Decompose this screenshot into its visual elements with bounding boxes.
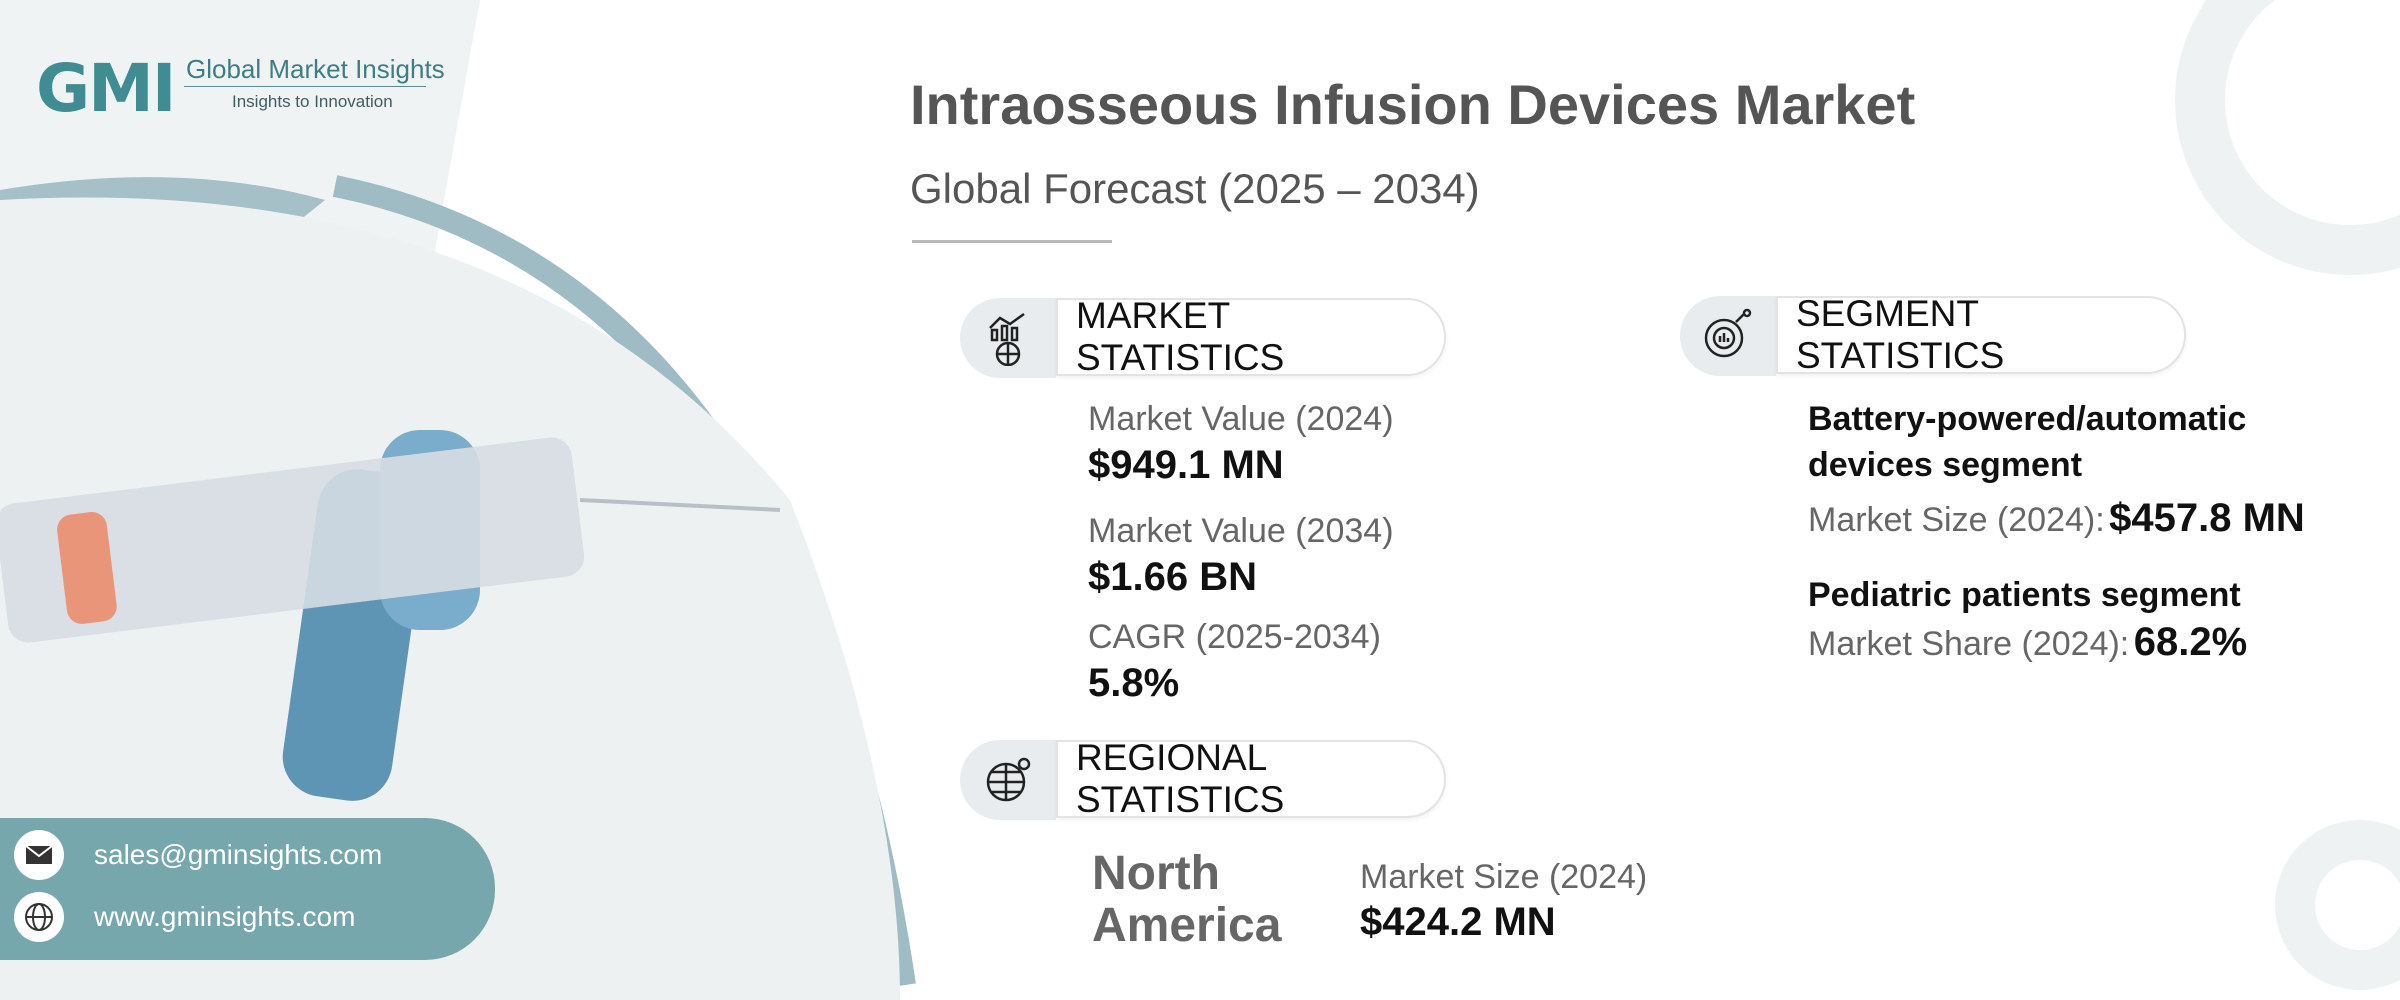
region-market-size-label: Market Size (2024)	[1360, 858, 1648, 896]
contact-email-row: sales@gminsights.com	[14, 830, 382, 880]
cagr-value: 5.8%	[1088, 661, 1180, 705]
syringe-image	[0, 430, 781, 801]
contact-email[interactable]: sales@gminsights.com	[94, 839, 383, 870]
title-underline	[912, 240, 1112, 243]
region-market-size: $424.2 MN	[1360, 900, 1556, 944]
contact-website[interactable]: www.gminsights.com	[94, 901, 356, 932]
logo-divider	[184, 86, 426, 87]
segment-pediatric-label: Market Share (2024):	[1808, 625, 2130, 663]
segment-battery-label: Market Size (2024):	[1808, 501, 2105, 539]
segment-statistics-heading: SEGMENT STATISTICS	[1776, 293, 2186, 376]
page-title: Intraosseous Infusion Devices Market	[910, 73, 1916, 136]
contact-panel: sales@gminsights.com www.gminsights.com	[0, 818, 495, 960]
market-value-2034-label: Market Value (2034)	[1088, 512, 1394, 550]
chart-globe-icon	[960, 298, 1056, 378]
segment-battery-value: $457.8 MN	[2109, 496, 2305, 540]
contact-website-row: www.gminsights.com	[14, 892, 355, 942]
logo-mark: GMI	[36, 50, 176, 127]
segment-statistics-header: SEGMENT STATISTICS	[1680, 293, 2186, 376]
segment-chart-icon	[1680, 296, 1776, 376]
logo-name: Global Market Insights	[186, 54, 445, 84]
segment-battery-name: Battery-powered/automatic devices segmen…	[1808, 400, 2247, 484]
segment-battery-stat: Market Size (2024): $457.8 MN	[1808, 496, 2305, 541]
regional-statistics-heading: REGIONAL STATISTICS	[1056, 737, 1446, 820]
market-value-2034: $1.66 BN	[1088, 555, 1257, 599]
page-subtitle: Global Forecast (2025 – 2034)	[910, 165, 1480, 212]
cagr-label: CAGR (2025-2034)	[1088, 618, 1381, 656]
regional-statistics-header: REGIONAL STATISTICS	[960, 737, 1446, 820]
segment-pediatric-value: 68.2%	[2133, 620, 2248, 664]
globe-icon	[14, 892, 64, 942]
envelope-icon	[14, 830, 64, 880]
market-value-2024-label: Market Value (2024)	[1088, 400, 1394, 438]
segment-pediatric-name: Pediatric patients segment	[1808, 576, 2241, 614]
globe-pin-icon	[960, 740, 1056, 820]
logo-tagline: Insights to Innovation	[232, 92, 393, 111]
market-value-2024: $949.1 MN	[1088, 443, 1284, 487]
region-name: North America	[1092, 847, 1282, 952]
market-statistics-header: MARKET STATISTICS	[960, 295, 1446, 378]
segment-pediatric-stat: Market Share (2024): 68.2%	[1808, 620, 2247, 665]
market-statistics-heading: MARKET STATISTICS	[1056, 295, 1446, 378]
